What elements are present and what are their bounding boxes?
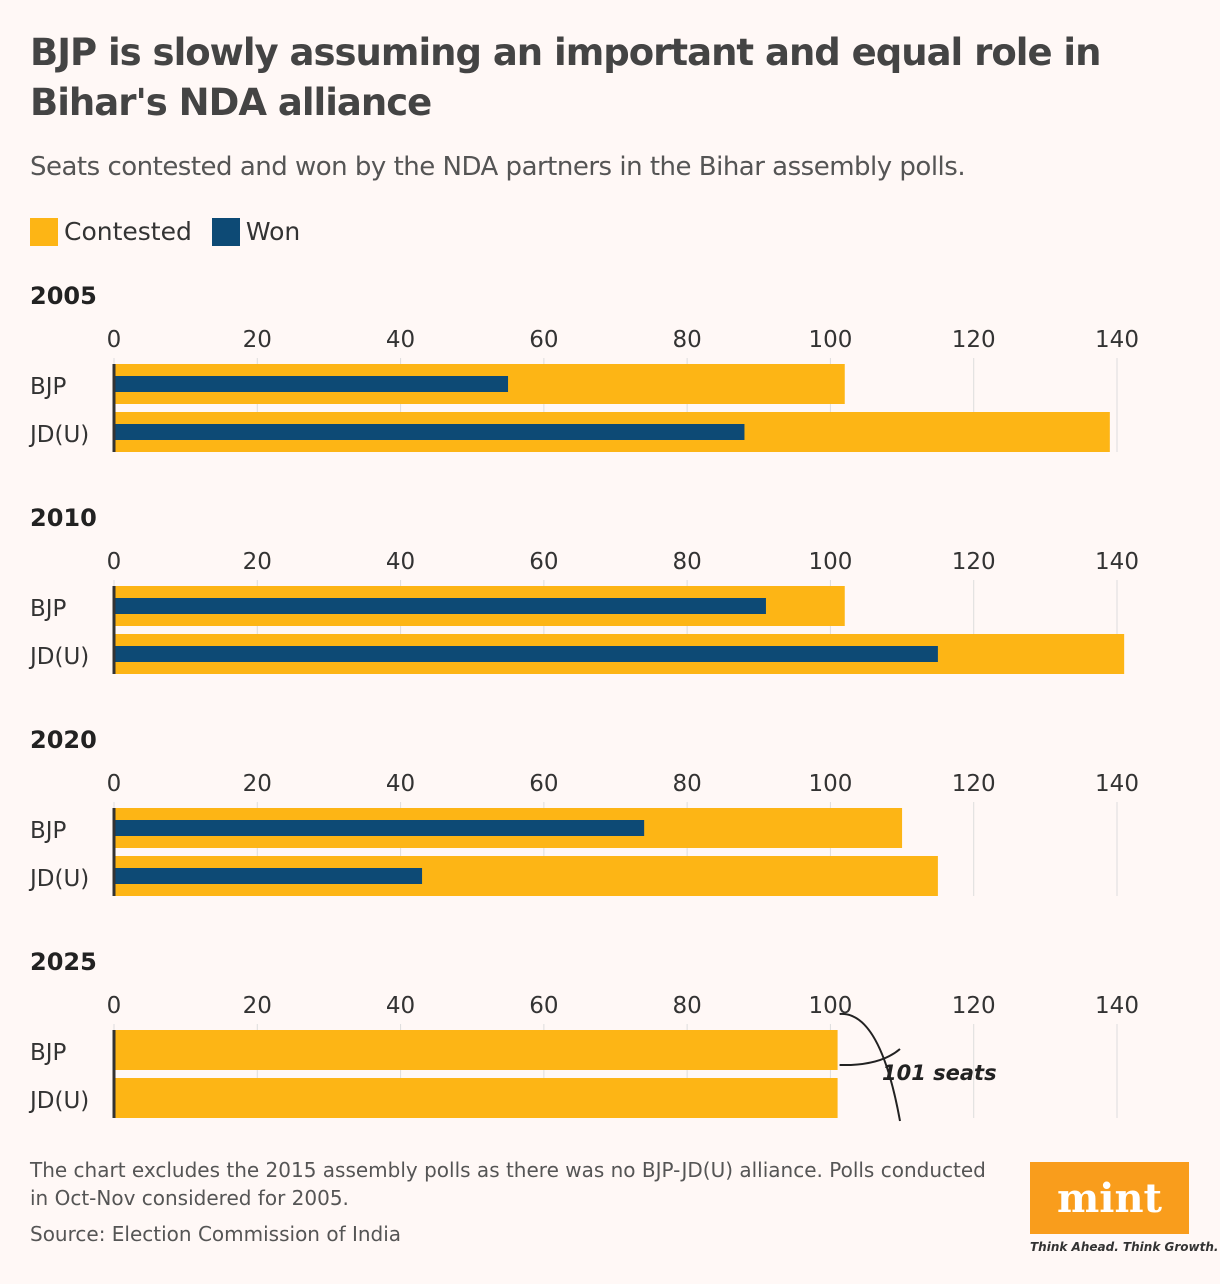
x-tick-label: 60 [529,993,558,1019]
bar-contested [114,1078,838,1118]
x-tick-label: 40 [386,771,415,797]
bar-won [114,424,745,440]
annotation-arrow [839,1048,901,1067]
legend: Contested Won [30,217,320,246]
legend-contested: Contested [30,217,192,246]
source: Source: Election Commission of India [30,1222,402,1246]
bar-won [114,598,766,614]
x-tick-label: 40 [386,993,415,1019]
x-tick-label: 60 [529,327,558,353]
x-tick-label: 20 [243,771,272,797]
chart-subtitle: Seats contested and won by the NDA partn… [30,152,966,182]
category-label: JD(U) [28,866,89,892]
panel-title: 2005 [30,282,97,310]
x-tick-label: 20 [243,993,272,1019]
x-tick-label: 40 [386,549,415,575]
x-tick-label: 20 [243,327,272,353]
x-tick-label: 100 [808,771,852,797]
logo-tagline: Think Ahead. Think Growth. [1030,1240,1219,1254]
category-label: JD(U) [28,1088,89,1114]
x-tick-label: 80 [673,993,702,1019]
x-tick-label: 20 [243,549,272,575]
x-tick-label: 100 [808,549,852,575]
category-label: JD(U) [28,422,89,448]
annotation-label: 101 seats [882,1061,997,1085]
x-tick-label: 80 [673,549,702,575]
x-tick-label: 120 [952,549,996,575]
x-tick-label: 60 [529,771,558,797]
panel-title: 2020 [30,726,97,754]
category-label: JD(U) [28,644,89,670]
mint-logo: mint [1030,1162,1189,1234]
x-tick-label: 40 [386,327,415,353]
x-tick-label: 120 [952,327,996,353]
x-tick-label: 0 [107,327,122,353]
bar-won [114,376,509,392]
x-tick-label: 140 [1095,993,1139,1019]
x-tick-label: 100 [808,327,852,353]
x-tick-label: 140 [1095,771,1139,797]
annotation-arrow [839,1012,901,1122]
x-tick-label: 80 [673,327,702,353]
bar-contested [114,1030,838,1070]
panel-title: 2025 [30,948,97,976]
x-tick-label: 140 [1095,549,1139,575]
category-label: BJP [30,596,67,622]
category-label: BJP [30,1040,67,1066]
x-tick-label: 120 [952,993,996,1019]
legend-won: Won [211,217,301,246]
chart-title: BJP is slowly assuming an important and … [30,31,1101,124]
x-tick-label: 0 [107,993,122,1019]
category-label: BJP [30,818,67,844]
bar-won [114,820,645,836]
bar-won [114,646,938,662]
legend-swatch-contested [30,217,58,246]
x-tick-label: 80 [673,771,702,797]
bar-won [114,868,423,884]
panel-title: 2010 [30,504,97,532]
category-label: BJP [30,374,67,400]
x-tick-label: 0 [107,771,122,797]
x-tick-label: 0 [107,549,122,575]
x-tick-label: 140 [1095,327,1139,353]
legend-label-contested: Contested [64,217,192,246]
x-tick-label: 60 [529,549,558,575]
legend-label-won: Won [245,217,301,246]
footnote: The chart excludes the 2015 assembly pol… [30,1158,986,1210]
legend-swatch-won [211,217,240,246]
x-tick-label: 120 [952,771,996,797]
